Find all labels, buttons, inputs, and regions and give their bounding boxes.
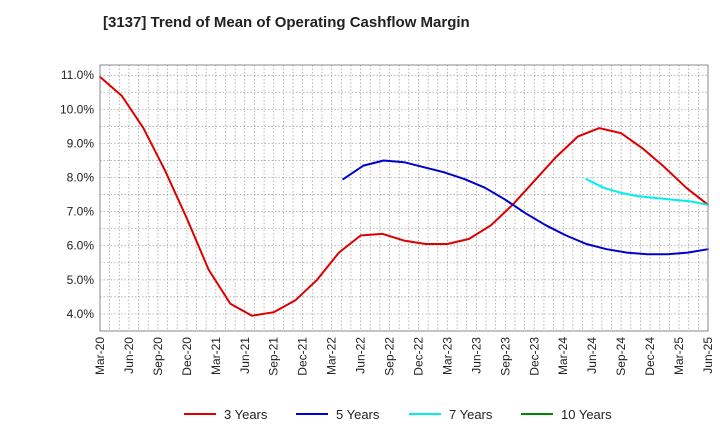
chart-title: [3137] Trend of Mean of Operating Cashfl…	[103, 14, 470, 31]
x-tick-label: Sep-20	[151, 337, 165, 376]
x-tick-label: Mar-21	[209, 337, 223, 375]
x-tick-label: Sep-21	[267, 337, 281, 376]
x-tick-label: Mar-25	[672, 337, 686, 375]
y-tick-label: 4.0%	[67, 307, 95, 321]
legend-label: 10 Years	[561, 407, 612, 422]
x-tick-label: Mar-23	[440, 337, 454, 375]
x-tick-label: Dec-21	[296, 337, 310, 376]
x-tick-label: Sep-23	[498, 337, 512, 376]
x-tick-label: Jun-21	[238, 337, 252, 374]
series-layer	[99, 75, 709, 317]
series-line-3-years	[99, 75, 709, 317]
y-axis-tick-labels: 4.0% 5.0% 6.0% 7.0% 8.0% 9.0% 10.0% 11.0%	[60, 68, 94, 321]
legend: 3 Years 5 Years 7 Years 10 Years	[184, 407, 612, 422]
grid-layer	[99, 65, 709, 331]
series-line-5-years	[342, 159, 709, 256]
x-tick-label: Jun-24	[585, 337, 599, 374]
x-axis-tick-labels: Mar-20 Jun-20 Sep-20 Dec-20 Mar-21 Jun-21 Sep-…	[93, 337, 715, 376]
y-tick-label: 11.0%	[61, 68, 94, 82]
x-tick-label: Dec-24	[643, 337, 657, 376]
y-tick-label: 5.0%	[67, 273, 95, 287]
y-tick-label: 6.0%	[67, 239, 95, 253]
x-tick-label: Mar-22	[325, 337, 339, 375]
plot-frame	[99, 64, 709, 332]
legend-label: 5 Years	[336, 407, 380, 422]
x-tick-label: Jun-20	[122, 337, 136, 374]
x-tick-label: Sep-24	[614, 337, 628, 376]
x-tick-label: Jun-22	[354, 337, 368, 374]
series-line-7-years	[585, 178, 709, 206]
x-tick-label: Mar-24	[556, 337, 570, 375]
y-tick-label: 8.0%	[67, 171, 95, 185]
y-tick-label: 7.0%	[67, 205, 95, 219]
x-tick-label: Sep-22	[383, 337, 397, 376]
y-tick-label: 9.0%	[67, 136, 95, 150]
x-tick-label: Dec-23	[527, 337, 541, 376]
y-tick-label: 10.0%	[60, 102, 94, 116]
x-tick-label: Mar-20	[93, 337, 107, 375]
legend-label: 7 Years	[449, 407, 493, 422]
x-tick-label: Dec-22	[411, 337, 425, 376]
x-tick-label: Jun-23	[469, 337, 483, 374]
x-tick-label: Jun-25	[701, 337, 715, 374]
legend-label: 3 Years	[224, 407, 268, 422]
x-tick-label: Dec-20	[180, 337, 194, 376]
